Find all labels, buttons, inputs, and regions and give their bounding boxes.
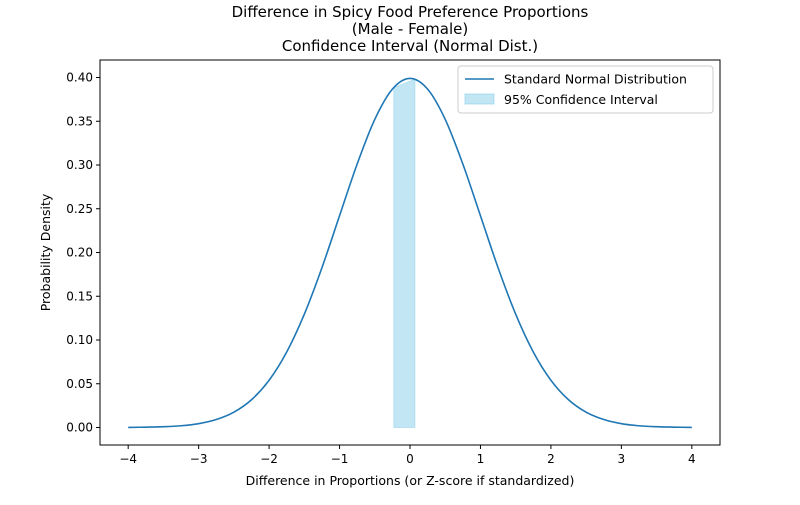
y-tick-label: 0.25 bbox=[66, 202, 93, 216]
x-axis-label: Difference in Proportions (or Z-score if… bbox=[246, 473, 575, 488]
y-tick-label: 0.10 bbox=[66, 333, 93, 347]
x-tick-label: 2 bbox=[547, 452, 555, 466]
legend-swatch-area bbox=[464, 93, 495, 105]
legend-box bbox=[457, 65, 714, 114]
y-tick-label: 0.30 bbox=[66, 158, 93, 172]
y-tick-label: 0.20 bbox=[66, 246, 93, 260]
confidence-interval-band bbox=[393, 78, 416, 428]
chart-title-line-3: Confidence Interval (Normal Dist.) bbox=[282, 37, 538, 55]
plot-area-frame bbox=[99, 59, 721, 446]
chart-title-line-2: (Male - Female) bbox=[352, 20, 468, 38]
chart-title-line-1: Difference in Spicy Food Preference Prop… bbox=[232, 3, 589, 21]
y-axis-label: Probability Density bbox=[38, 193, 53, 311]
normal-distribution-line bbox=[128, 77, 692, 429]
x-tick-label: 0 bbox=[406, 452, 414, 466]
x-tick-label: −2 bbox=[260, 452, 278, 466]
x-tick-label: 3 bbox=[618, 452, 626, 466]
x-axis-ticks: −4 −3 −2 −1 0 1 2 3 4 bbox=[119, 445, 696, 466]
x-tick-label: −1 bbox=[331, 452, 349, 466]
y-tick-label: 0.35 bbox=[66, 114, 93, 128]
confidence-interval-layer bbox=[393, 78, 416, 428]
series-line-layer bbox=[128, 77, 692, 429]
y-tick-label: 0.40 bbox=[66, 71, 93, 85]
x-tick-label: 1 bbox=[477, 452, 485, 466]
x-tick-label: −3 bbox=[190, 452, 208, 466]
y-tick-label: 0.00 bbox=[66, 421, 93, 435]
x-tick-label: −4 bbox=[119, 452, 137, 466]
legend: Standard Normal Distribution 95% Confide… bbox=[457, 65, 714, 114]
x-tick-label: 4 bbox=[688, 452, 696, 466]
legend-label-confidence-interval: 95% Confidence Interval bbox=[504, 92, 658, 107]
legend-label-normal-distribution: Standard Normal Distribution bbox=[504, 72, 687, 87]
y-tick-label: 0.05 bbox=[66, 377, 93, 391]
y-tick-label: 0.15 bbox=[66, 289, 93, 303]
y-axis-ticks: 0.00 0.05 0.10 0.15 0.20 0.25 0.30 0.35 0.40 bbox=[66, 71, 100, 435]
